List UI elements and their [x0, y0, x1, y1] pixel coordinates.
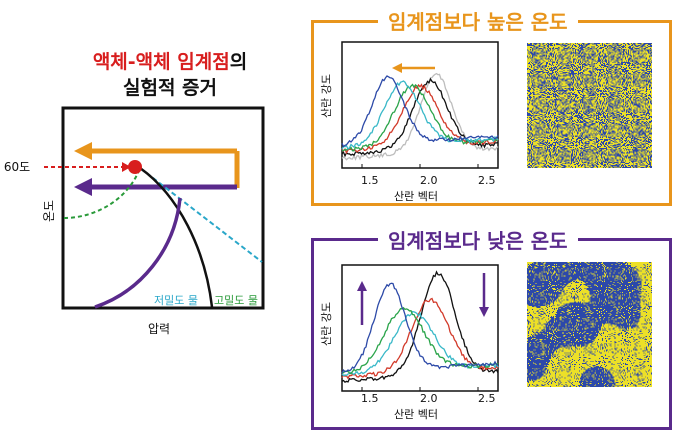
top-density-map	[527, 43, 652, 168]
top-tick-2: 2.0	[420, 174, 438, 187]
purple-curve	[94, 197, 182, 309]
trend-arrow-head	[357, 281, 367, 291]
orange-arrow-head	[74, 142, 92, 160]
title-suffix: 의	[229, 51, 248, 73]
top-spectrum-plot	[341, 41, 499, 169]
spectrum-series-5	[341, 75, 499, 148]
bottom-tick-3: 2.5	[478, 392, 496, 405]
spectrum-series-0	[341, 270, 499, 384]
purple-arrow-head	[74, 178, 92, 196]
phase-x-axis-label: 압력	[148, 322, 171, 336]
top-tick-1: 1.5	[361, 174, 379, 187]
top-panel-title: 임계점보다 높은 온도	[378, 6, 578, 35]
bottom-tick-2: 2.0	[420, 392, 438, 405]
temp-marker-label: 영하 60도	[0, 160, 31, 174]
phase-diagram	[44, 106, 265, 310]
phase-diagram-frame	[61, 106, 265, 310]
trend-arrow-head	[479, 307, 489, 317]
critical-point	[128, 160, 142, 174]
spectrum-series-4	[341, 282, 499, 374]
top-tick-3: 2.5	[478, 174, 496, 187]
cyan-dashed-line	[139, 167, 263, 263]
top-y-label: 산란 강도	[320, 74, 333, 118]
spectrum-series-2	[341, 83, 499, 155]
green-dashed-curve	[63, 167, 141, 219]
trend-arrow-head	[392, 63, 402, 73]
bottom-x-label: 산란 벡터	[394, 408, 438, 421]
left-title-line2: 실험적 증거	[122, 77, 217, 99]
low-density-label: 저밀도 물	[154, 294, 198, 307]
bottom-density-map	[527, 262, 652, 387]
bottom-panel-title: 임계점보다 낮은 온도	[378, 225, 578, 254]
bottom-y-label: 산란 강도	[320, 302, 333, 346]
high-density-label: 고밀도 물	[214, 294, 258, 307]
title-red-text: 액체-액체 임계점	[92, 51, 230, 73]
black-coexistence-curve	[139, 166, 214, 308]
left-title-line1: 액체-액체 임계점의	[55, 47, 285, 74]
bottom-spectrum-plot	[341, 264, 499, 392]
top-x-label: 산란 벡터	[394, 190, 438, 203]
spectrum-series-4	[341, 80, 499, 151]
bottom-tick-1: 1.5	[361, 392, 379, 405]
temp-arrow-head	[122, 162, 131, 172]
